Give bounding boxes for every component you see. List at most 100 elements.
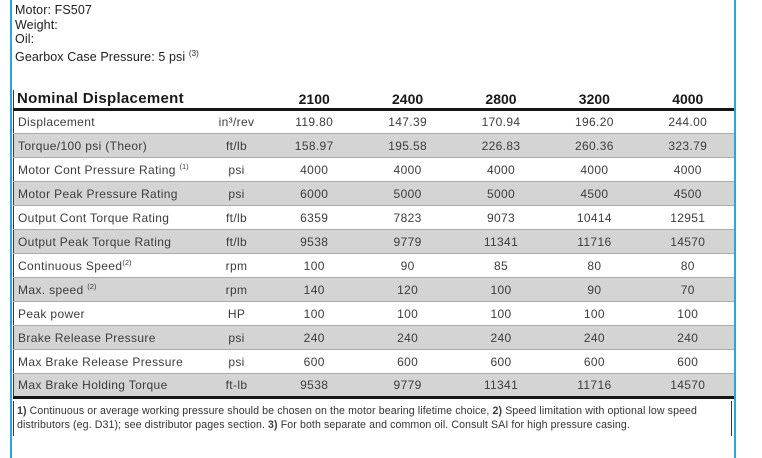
value-cell: 244.00 (668, 115, 708, 129)
value-cell: 240 (267, 325, 361, 350)
footnote-ref-3: (3) (188, 48, 199, 58)
footnote-3-marker: 3) (268, 419, 278, 431)
footnote-ref: (2) (122, 258, 132, 267)
value-cell: 11341 (454, 373, 548, 398)
row-label: Torque/100 psi (Theor) (13, 133, 206, 158)
row-unit: psi (205, 157, 268, 182)
weight-line: Weight: (15, 17, 58, 32)
oil-line: Oil: (15, 32, 35, 46)
spec-table-wrap: Nominal Displacement 2100 2400 2800 3200… (13, 90, 735, 399)
row-label: Max. speed (2) (13, 277, 206, 302)
row-label: Max Brake Release Pressure (13, 349, 206, 374)
value-cell: 240 (641, 325, 735, 350)
value-cell: 9538 (267, 229, 361, 254)
footnote-ref: (1) (179, 162, 189, 171)
value-cell: 11341 (454, 229, 548, 254)
table-row: Continuous Speed(2) rpm 100 90 85 80 80 (13, 253, 735, 278)
value-cell: 100 (267, 301, 361, 326)
footnote-1: 1) Continuous or average working pressur… (17, 405, 493, 417)
value-cell: 6359 (267, 205, 361, 230)
value-cell: 4000 (641, 157, 735, 182)
motor-info: Motor: FS507 Weight: Oil: Gearbox Case P… (15, 3, 199, 64)
table-title: Nominal Displacement (13, 90, 268, 111)
row-label: Brake Release Pressure (13, 325, 206, 350)
footnote-2-text: Speed limitation with optional low speed… (17, 405, 698, 431)
spec-table-header-row: Nominal Displacement 2100 2400 2800 3200… (13, 90, 735, 111)
value-cell: 7823 (360, 205, 455, 230)
gearbox-pressure-line: Gearbox Case Pressure: 5 psi (3) (15, 47, 199, 65)
value-cell: 85 (454, 253, 548, 278)
page-right-rule (734, 0, 736, 458)
row-label: Peak power (13, 301, 206, 326)
value-cell: 260.36 (547, 133, 642, 158)
row-unit: ft/lb (205, 205, 268, 230)
column-header-2100: 2100 (267, 90, 361, 111)
table-row: Max. speed (2) rpm 140 120 100 90 70 (13, 277, 735, 302)
value-cell: 240 (454, 325, 548, 350)
value-cell: 600 (267, 349, 361, 374)
row-unit: rpm (205, 277, 268, 302)
row-unit: HP (205, 301, 268, 326)
column-header-2800: 2800 (454, 90, 548, 111)
value-cell: 147.39 (388, 115, 427, 129)
value-cell: 323.79 (641, 133, 735, 158)
value-cell: 140 (267, 277, 361, 302)
value-cell: 9073 (454, 205, 548, 230)
gearbox-pressure-text: Gearbox Case Pressure: 5 psi (15, 49, 189, 64)
value-cell: 9538 (267, 373, 361, 398)
value-cell: 600 (360, 349, 455, 374)
spec-table-body: Displacement in³/rev 119.80 147.39 170.94 196… (13, 110, 735, 398)
value-cell: 9779 (360, 229, 455, 254)
footnotes: 1) Continuous or average working pressur… (13, 401, 732, 436)
footnote-ref: (2) (87, 282, 97, 291)
row-unit: ft/lb (205, 229, 268, 254)
value-cell: 70 (641, 277, 735, 302)
value-cell: 11716 (547, 229, 642, 254)
value-cell: 11716 (547, 373, 642, 398)
value-cell: 5000 (360, 181, 455, 206)
value-cell: 100 (547, 301, 642, 326)
value-cell: 9779 (360, 373, 455, 398)
table-row: Displacement in³/rev 119.80 147.39 170.94 196… (14, 110, 735, 134)
value-cell: 4000 (547, 157, 642, 182)
row-label: Motor Cont Pressure Rating (1) (13, 157, 206, 182)
value-cell: 240 (360, 325, 455, 350)
row-unit: rpm (205, 253, 268, 278)
page-left-rule (10, 0, 12, 458)
row-unit: psi (205, 349, 268, 374)
table-row: Peak power HP 100 100 100 100 100 (13, 301, 735, 326)
value-cell: 170.94 (481, 115, 521, 129)
value-cell: 6000 (267, 181, 361, 206)
table-row: Torque/100 psi (Theor) ft/lb 158.97 195.58 2… (13, 133, 735, 158)
value-cell: 4500 (547, 181, 642, 206)
footnote-2: 2) Speed limitation with optional low sp… (17, 405, 697, 431)
row-label: Output Peak Torque Rating (13, 229, 206, 254)
spec-table: Nominal Displacement 2100 2400 2800 3200… (13, 90, 735, 399)
value-cell: 80 (641, 253, 735, 278)
table-row: Max Brake Holding Torque ft-lb 9538 9779 113… (13, 373, 735, 398)
footnote-3-text: For both separate and common oil. Consul… (280, 419, 630, 431)
value-cell: 100 (454, 277, 548, 302)
value-cell: 600 (454, 349, 548, 374)
row-label: Continuous Speed(2) (13, 253, 206, 278)
value-cell: 10414 (547, 205, 642, 230)
value-cell: 14570 (641, 373, 735, 398)
value-cell: 4000 (454, 157, 548, 182)
value-cell: 240 (547, 325, 642, 350)
value-cell: 600 (547, 349, 642, 374)
row-unit: ft-lb (205, 373, 268, 398)
value-cell: 120 (360, 277, 455, 302)
row-unit: psi (205, 181, 268, 206)
value-cell: 4000 (267, 157, 361, 182)
value-cell: 5000 (454, 181, 548, 206)
row-label: Output Cont Torque Rating (13, 205, 206, 230)
footnote-2-marker: 2) (492, 405, 503, 417)
value-cell: 226.83 (454, 133, 548, 158)
row-unit: psi (205, 325, 268, 350)
row-label: Displacement (18, 115, 95, 129)
value-cell: 14570 (641, 229, 735, 254)
value-cell: 100 (454, 301, 548, 326)
table-row: Max Brake Release Pressure psi 600 600 600 60… (13, 349, 735, 374)
motor-model-line: Motor: FS507 (15, 3, 92, 17)
